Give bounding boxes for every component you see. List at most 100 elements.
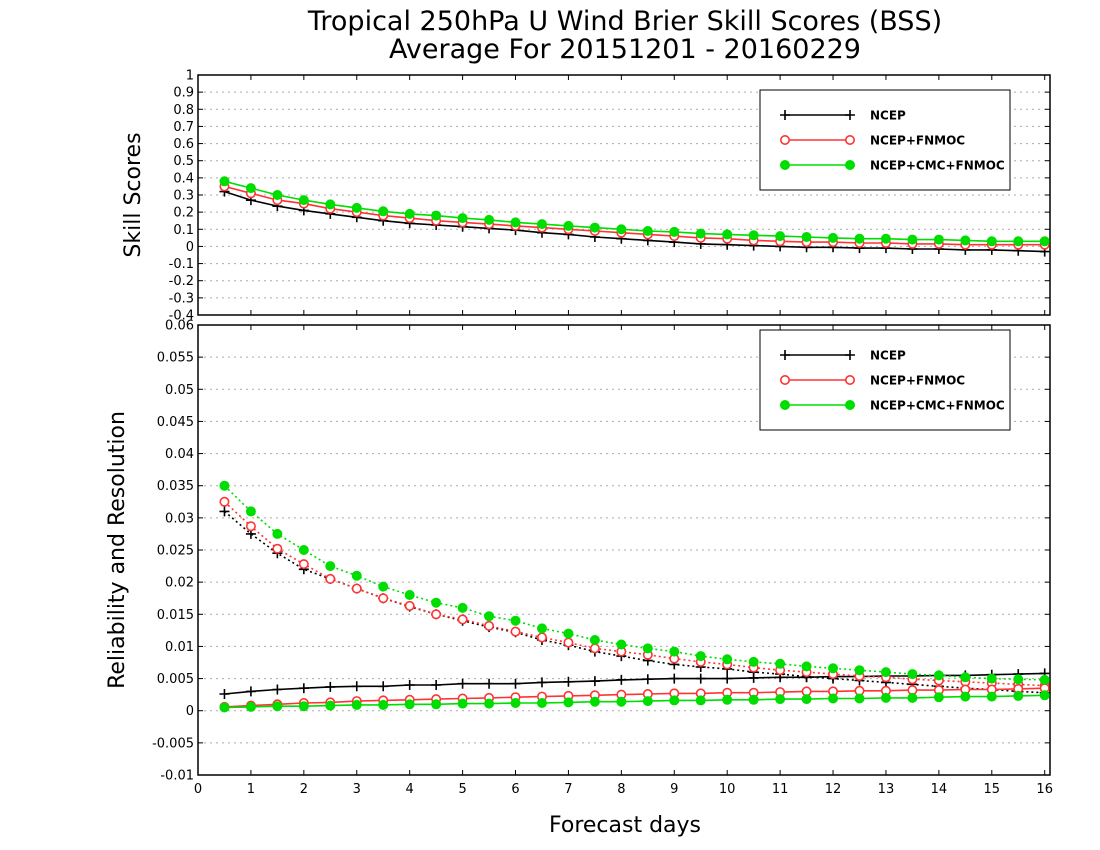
y-tick-label: 0.02 [165,576,194,591]
data-point [219,702,230,713]
y-tick-label: 0.035 [157,479,194,494]
data-point [801,232,812,242]
data-point [748,230,759,241]
data-point [748,672,759,683]
data-point [589,635,600,645]
data-point [775,658,786,669]
data-point [404,590,415,600]
data-point [536,677,547,688]
series-line [223,510,1045,694]
data-point [536,632,547,643]
data-point [695,673,706,684]
y-tick-label: 0.7 [173,120,194,135]
legend-label: NCEP+FNMOC [870,134,965,148]
data-point [219,506,230,517]
data-point [669,673,680,684]
data-point [298,683,309,694]
data-point [907,692,918,703]
data-point [589,643,600,654]
data-point [351,583,362,594]
data-point [404,600,415,611]
data-point [431,210,442,221]
data-point [325,681,336,692]
data-point [907,669,918,680]
x-tick-label: 9 [670,782,678,797]
x-tick-label: 1 [247,782,255,797]
x-tick-label: 11 [772,782,789,797]
data-point [669,226,680,237]
data-point [775,231,786,242]
data-point [298,195,309,206]
data-point [960,235,971,246]
x-tick-label: 16 [1036,782,1053,797]
y-tick-label: 0.8 [173,103,194,118]
data-point [880,692,891,703]
data-point [722,229,733,240]
data-point [1013,236,1024,247]
y-axis-label-skill: Skill Scores [121,132,146,257]
x-tick-label: 6 [511,782,519,797]
data-point [616,224,627,235]
x-axis-label: Forecast days [549,813,701,838]
legend-marker [845,110,855,120]
data-point [960,691,971,702]
data-point [748,694,759,705]
data-point [563,637,574,648]
data-point [642,226,653,236]
data-point [801,661,812,672]
data-point [272,684,283,695]
legend: NCEP NCEP+FNMOC NCEP+CMC+FNMOC [759,329,1011,431]
x-tick-label: 12 [825,782,842,797]
data-point [431,597,442,608]
data-point [854,693,865,704]
data-point [431,699,442,710]
data-point [828,693,839,704]
data-point [219,480,230,491]
legend-marker [845,350,855,360]
data-point [933,670,944,681]
x-tick-label: 10 [719,782,736,797]
data-point [245,686,256,697]
data-point [457,698,468,709]
data-point [351,699,362,710]
legend-label: NCEP [870,349,906,363]
data-point [219,689,230,699]
data-point [351,570,362,581]
x-tick-label: 0 [194,782,202,797]
data-point [536,698,547,708]
data-point [325,700,336,711]
y-tick-label: -0.005 [152,736,194,751]
data-point [775,694,786,705]
data-point [536,219,547,230]
y-tick-label: 0.4 [173,171,194,186]
data-point [484,620,495,631]
data-point [642,643,653,654]
data-point [563,697,574,708]
y-tick-label: 0.005 [157,672,194,687]
data-point [986,236,997,247]
data-point [378,206,389,217]
chart-title-line2: Average For 20151201 - 20160229 [389,34,861,65]
data-point [457,213,468,224]
legend-marker [780,400,790,410]
data-point [484,611,495,622]
data-point [510,615,521,626]
y-tick-label: 0.1 [173,223,194,238]
data-point [457,602,468,613]
data-point [589,676,600,687]
data-point [351,681,362,692]
series-line [223,485,1045,681]
data-point [695,651,706,662]
data-point [245,521,256,532]
data-point [484,678,495,689]
legend-marker [779,374,790,385]
y-tick-label: -0.4 [169,309,194,324]
y-tick-label: 0.01 [165,640,194,655]
data-point [616,696,627,707]
legend-label: NCEP [870,109,906,123]
series-line [224,190,1045,253]
data-point [510,678,521,689]
data-point [722,673,733,684]
data-point [325,199,336,210]
